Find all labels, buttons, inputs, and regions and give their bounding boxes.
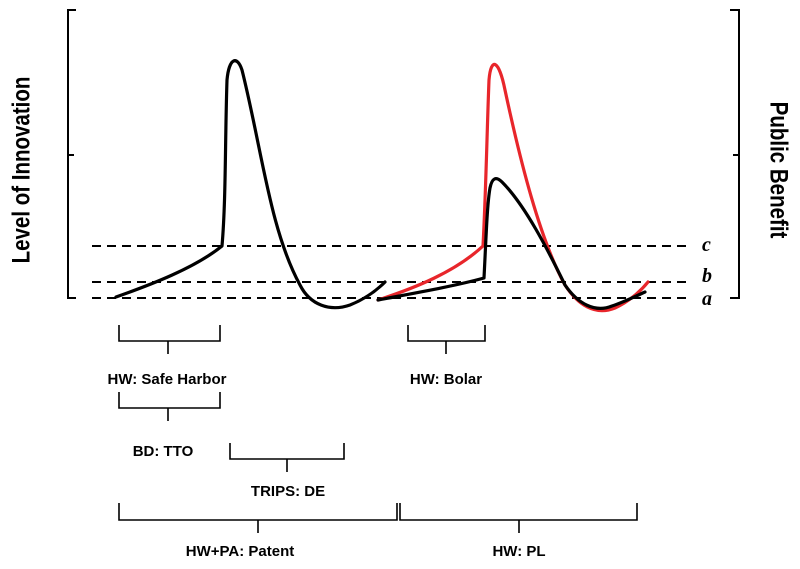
right-axis-label: Public Benefit	[764, 101, 793, 239]
bracket-bolar	[407, 325, 486, 354]
label-safe-harbor: HW: Safe Harbor	[108, 371, 227, 388]
innovation-curve-red	[376, 63, 650, 313]
innovation-curve-1	[114, 59, 387, 310]
label-bolar: HW: Bolar	[410, 371, 482, 388]
innovation-curve-2	[376, 177, 647, 310]
label-tto: BD: TTO	[133, 443, 194, 460]
label-patent: HW+PA: Patent	[186, 543, 294, 560]
level-label-a: a	[702, 288, 712, 310]
bracket-tto	[118, 392, 221, 421]
bracket-trips-de	[229, 443, 345, 472]
label-trips-de: TRIPS: DE	[251, 483, 325, 500]
bracket-pl	[399, 503, 638, 533]
bracket-patent	[118, 503, 398, 533]
label-pl: HW: PL	[492, 543, 545, 560]
level-label-b: b	[702, 265, 712, 287]
bracket-safe-harbor	[118, 325, 221, 354]
level-label-c: c	[702, 234, 711, 256]
left-axis-label: Level of Innovation	[7, 76, 36, 264]
